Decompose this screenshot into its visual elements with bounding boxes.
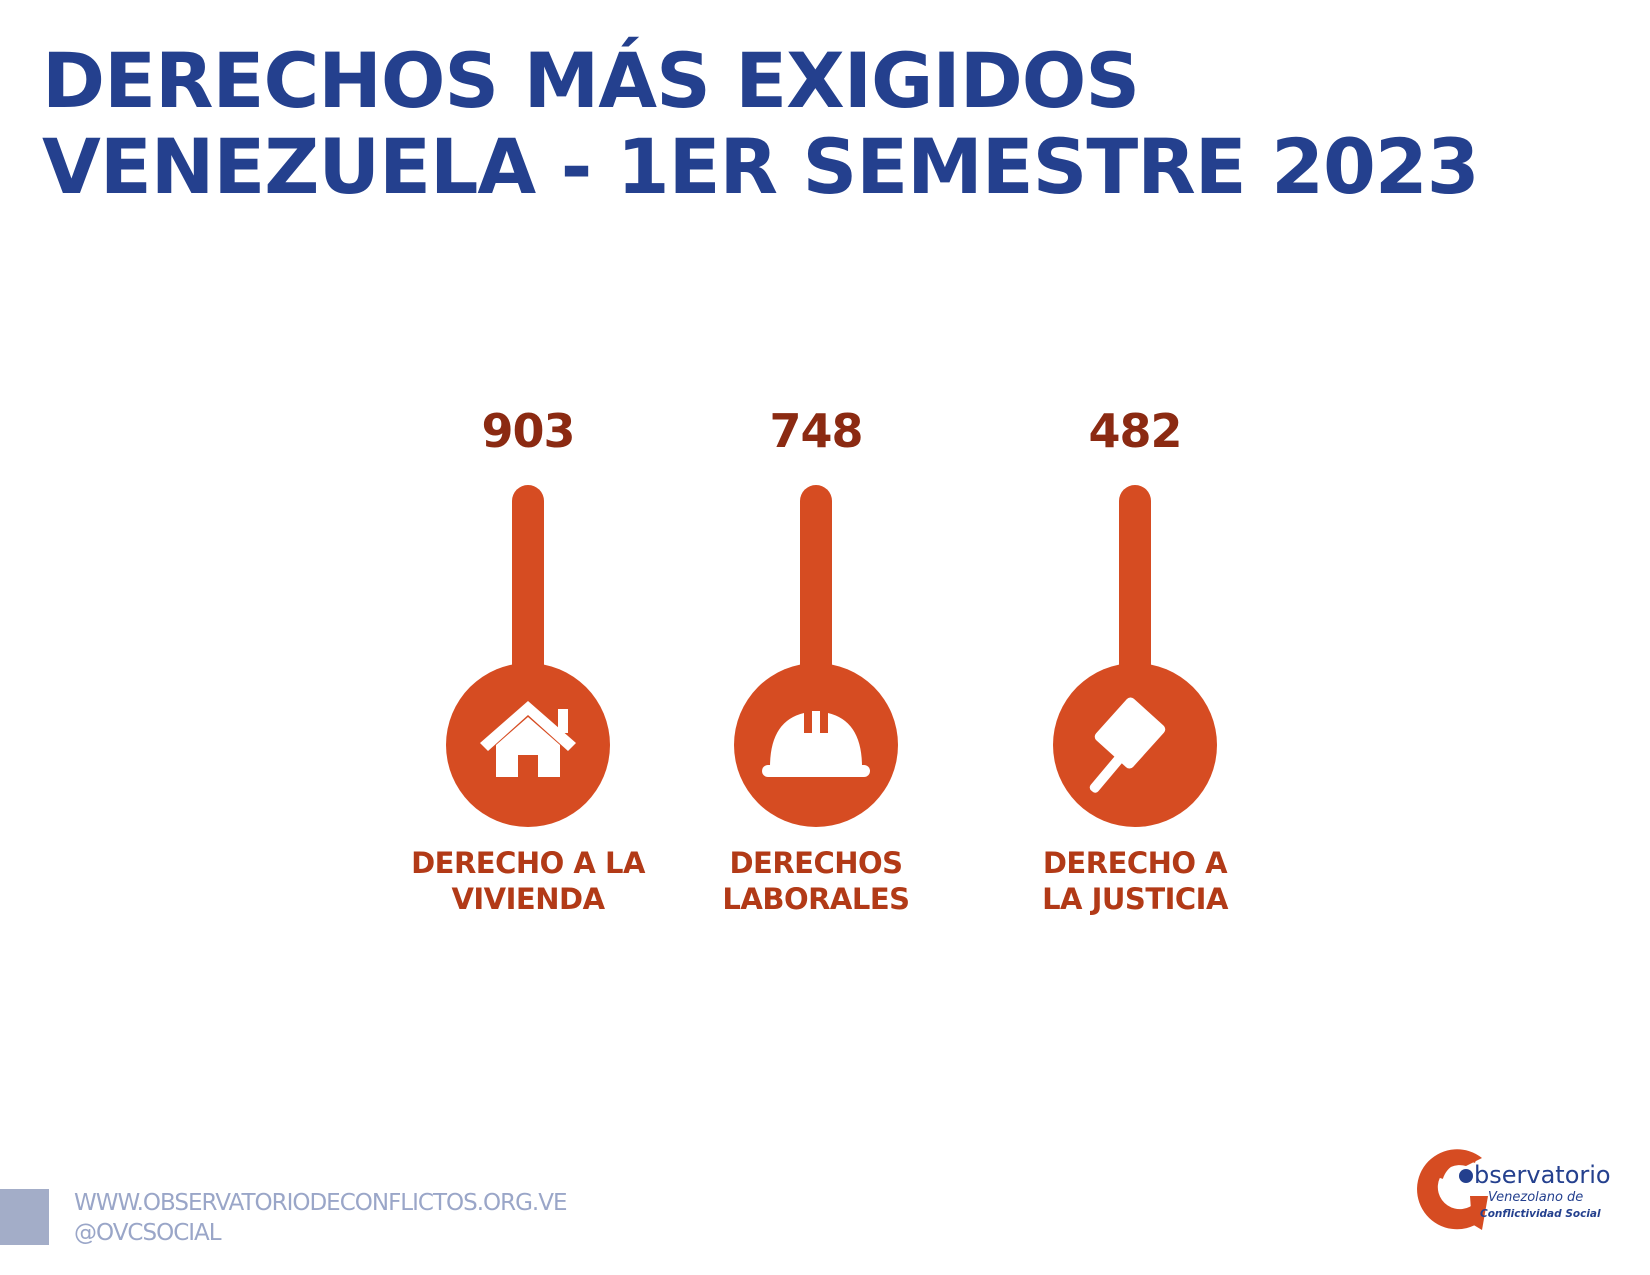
hard-hat-icon xyxy=(762,711,870,777)
social-handle: @OVCSOCIAL xyxy=(74,1220,222,1246)
logo-line-3: Conflictividad Social xyxy=(1480,1208,1601,1220)
icon-disc-justicia xyxy=(1053,663,1217,827)
title-line-2: VENEZUELA - 1ER SEMESTRE 2023 xyxy=(42,122,1480,211)
house-icon xyxy=(480,701,576,777)
website-link[interactable]: WWW.OBSERVATORIODECONFLICTOS.ORG.VE xyxy=(74,1190,568,1216)
value-label-vivienda: 903 xyxy=(481,404,575,458)
category-label-vivienda: DERECHO A LA VIVIENDA xyxy=(411,846,645,916)
category-label-laborales: DERECHOS LABORALES xyxy=(722,846,910,916)
category-label-justicia: DERECHO A LA JUSTICIA xyxy=(1042,846,1228,916)
stem-vivienda xyxy=(512,485,544,685)
stem-justicia xyxy=(1119,485,1151,685)
value-label-laborales: 748 xyxy=(769,404,863,458)
observatorio-logo: bservatorio Venezolano de Conflictividad… xyxy=(1410,1138,1620,1242)
value-label-justicia: 482 xyxy=(1088,404,1182,458)
chart-item-vivienda: 903 DERECHO A LA VIVIENDA xyxy=(378,404,678,916)
chart-item-justicia: 482 DERECHO A LA JUSTICIA xyxy=(985,404,1285,916)
footer: WWW.OBSERVATORIODECONFLICTOS.ORG.VE @OVC… xyxy=(74,1188,568,1248)
footer-accent-square xyxy=(0,1189,49,1245)
logo-line-2: Venezolano de xyxy=(1488,1190,1583,1205)
page-title: DERECHOS MÁS EXIGIDOS VENEZUELA - 1ER SE… xyxy=(42,36,1480,211)
stem-laborales xyxy=(800,485,832,685)
title-line-1: DERECHOS MÁS EXIGIDOS xyxy=(42,36,1140,125)
chart-item-laborales: 748 DERECHOS LABORALES xyxy=(666,404,966,916)
icon-disc-vivienda xyxy=(446,663,610,827)
logo-name: bservatorio xyxy=(1474,1161,1611,1189)
gavel-icon xyxy=(1089,697,1166,793)
logo-emblem: bservatorio Venezolano de Conflictividad… xyxy=(1417,1149,1611,1230)
icon-disc-laborales xyxy=(734,663,898,827)
